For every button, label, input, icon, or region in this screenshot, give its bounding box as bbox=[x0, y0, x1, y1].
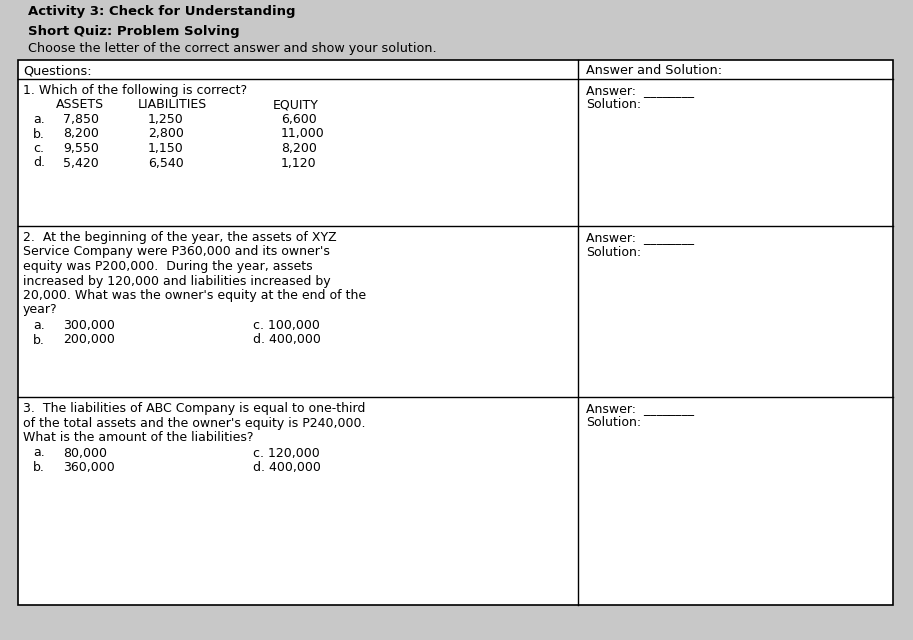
Text: Answer:  ________: Answer: ________ bbox=[586, 84, 694, 97]
Text: c. 120,000: c. 120,000 bbox=[253, 447, 320, 460]
Text: Choose the letter of the correct answer and show your solution.: Choose the letter of the correct answer … bbox=[28, 42, 436, 55]
Text: c.: c. bbox=[33, 142, 44, 155]
Text: 9,550: 9,550 bbox=[63, 142, 99, 155]
Text: a.: a. bbox=[33, 113, 45, 126]
Text: a.: a. bbox=[33, 447, 45, 460]
Text: 300,000: 300,000 bbox=[63, 319, 115, 332]
Text: Answer and Solution:: Answer and Solution: bbox=[586, 64, 722, 77]
Text: equity was P200,000.  During the year, assets: equity was P200,000. During the year, as… bbox=[23, 260, 312, 273]
Text: Short Quiz: Problem Solving: Short Quiz: Problem Solving bbox=[28, 25, 239, 38]
Bar bbox=[18, 60, 893, 605]
Text: d. 400,000: d. 400,000 bbox=[253, 333, 320, 346]
Text: Service Company were P360,000 and its owner's: Service Company were P360,000 and its ow… bbox=[23, 246, 330, 259]
Text: year?: year? bbox=[23, 303, 58, 317]
Text: 2.  At the beginning of the year, the assets of XYZ: 2. At the beginning of the year, the ass… bbox=[23, 231, 337, 244]
Text: 5,420: 5,420 bbox=[63, 157, 99, 170]
Text: 360,000: 360,000 bbox=[63, 461, 115, 474]
Text: d.: d. bbox=[33, 157, 45, 170]
Text: Answer:  ________: Answer: ________ bbox=[586, 231, 694, 244]
Text: 20,000. What was the owner's equity at the end of the: 20,000. What was the owner's equity at t… bbox=[23, 289, 366, 302]
Text: b.: b. bbox=[33, 127, 45, 141]
Text: 200,000: 200,000 bbox=[63, 333, 115, 346]
Text: LIABILITIES: LIABILITIES bbox=[138, 99, 207, 111]
Text: increased by 120,000 and liabilities increased by: increased by 120,000 and liabilities inc… bbox=[23, 275, 331, 287]
Text: 1. Which of the following is correct?: 1. Which of the following is correct? bbox=[23, 84, 247, 97]
Text: of the total assets and the owner's equity is P240,000.: of the total assets and the owner's equi… bbox=[23, 417, 365, 429]
Text: Solution:: Solution: bbox=[586, 417, 641, 429]
Text: 8,200: 8,200 bbox=[63, 127, 99, 141]
Text: Answer:  ________: Answer: ________ bbox=[586, 402, 694, 415]
Text: Questions:: Questions: bbox=[23, 64, 91, 77]
Text: 8,200: 8,200 bbox=[281, 142, 317, 155]
Text: b.: b. bbox=[33, 333, 45, 346]
Text: EQUITY: EQUITY bbox=[273, 99, 319, 111]
Text: 1,250: 1,250 bbox=[148, 113, 184, 126]
Text: b.: b. bbox=[33, 461, 45, 474]
Text: 2,800: 2,800 bbox=[148, 127, 184, 141]
Text: ASSETS: ASSETS bbox=[56, 99, 104, 111]
Text: 1,150: 1,150 bbox=[148, 142, 184, 155]
Text: 80,000: 80,000 bbox=[63, 447, 107, 460]
Bar bbox=[18, 60, 893, 605]
Text: 7,850: 7,850 bbox=[63, 113, 99, 126]
Text: 6,600: 6,600 bbox=[281, 113, 317, 126]
Text: 6,540: 6,540 bbox=[148, 157, 184, 170]
Text: 1,120: 1,120 bbox=[281, 157, 317, 170]
Text: Solution:: Solution: bbox=[586, 99, 641, 111]
Text: What is the amount of the liabilities?: What is the amount of the liabilities? bbox=[23, 431, 254, 444]
Text: c. 100,000: c. 100,000 bbox=[253, 319, 320, 332]
Text: 3.  The liabilities of ABC Company is equal to one-third: 3. The liabilities of ABC Company is equ… bbox=[23, 402, 365, 415]
Text: Solution:: Solution: bbox=[586, 246, 641, 259]
Text: d. 400,000: d. 400,000 bbox=[253, 461, 320, 474]
Text: Activity 3: Check for Understanding: Activity 3: Check for Understanding bbox=[28, 5, 296, 18]
Text: a.: a. bbox=[33, 319, 45, 332]
Text: 11,000: 11,000 bbox=[281, 127, 325, 141]
